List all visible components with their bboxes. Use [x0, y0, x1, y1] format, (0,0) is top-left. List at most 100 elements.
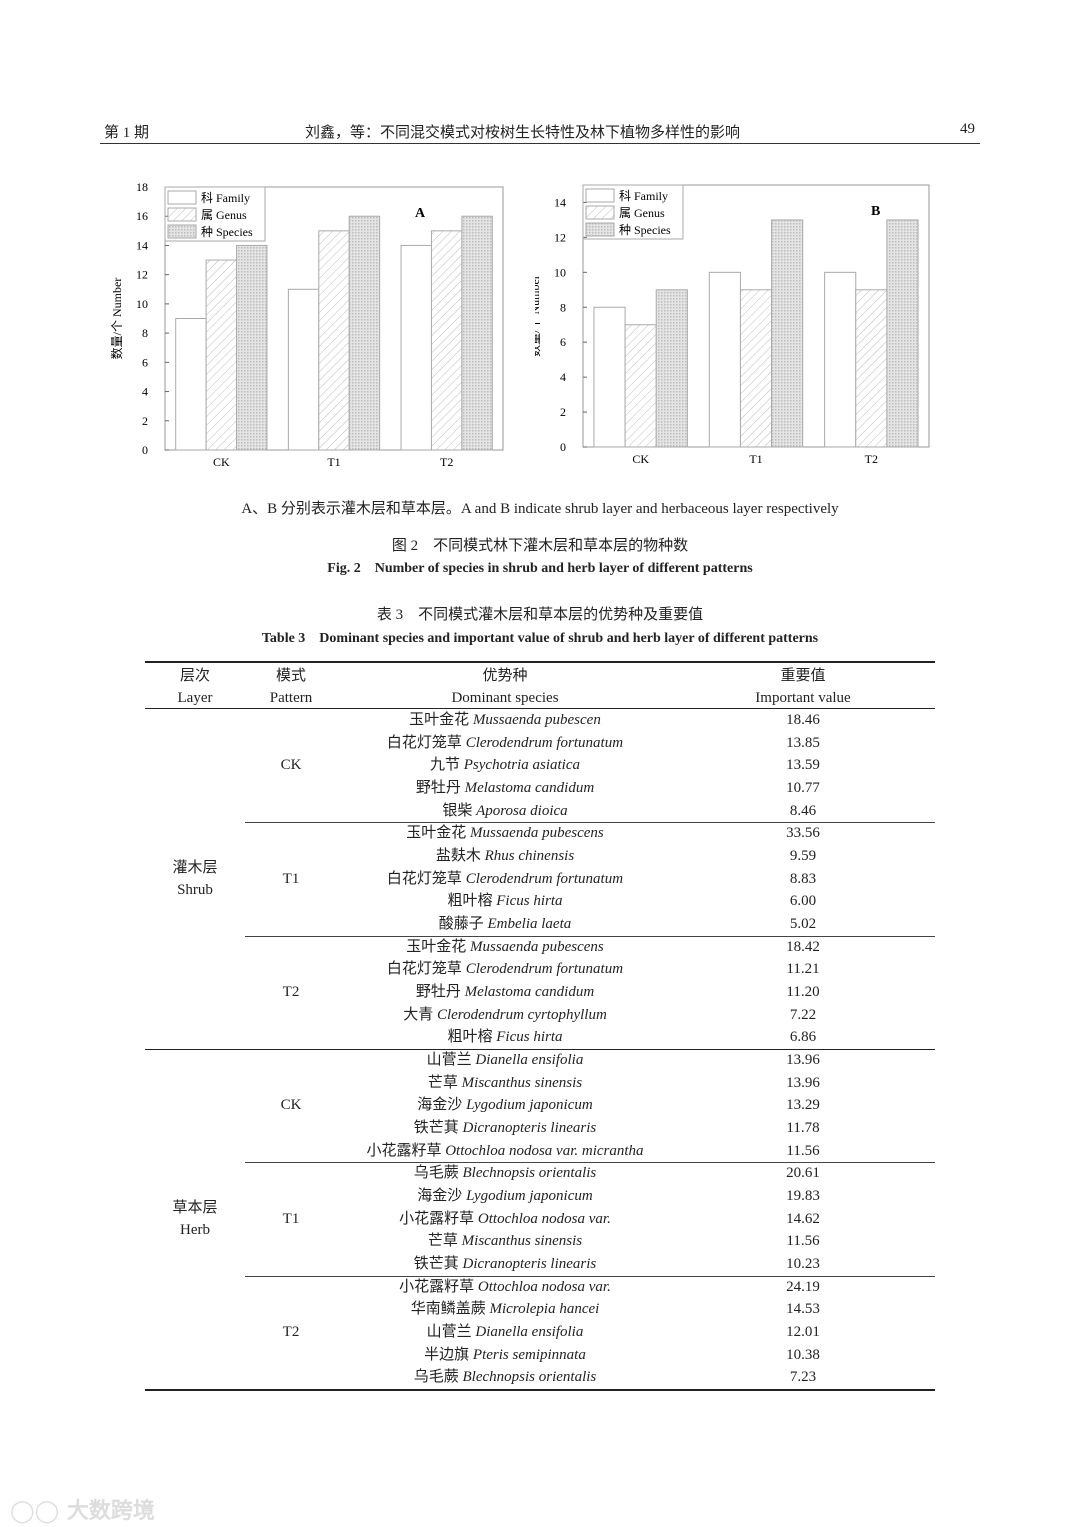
- species-cell: 芒草 Miscanthus sinensis: [428, 1230, 582, 1252]
- legend-label: 科 Family: [619, 189, 668, 203]
- species-latin-name: Clerodendrum fortunatum: [465, 734, 624, 751]
- species-latin-name: Ottochloa nodosa var. micrantha: [445, 1142, 644, 1159]
- species-latin-name: Mussaenda pubescens: [470, 825, 604, 842]
- y-tick-label: 0: [560, 440, 566, 454]
- table-top-rule: [145, 661, 935, 663]
- y-tick-label: 2: [560, 405, 566, 419]
- important-value: 13.29: [786, 1097, 820, 1114]
- pattern-divider: [245, 1162, 935, 1164]
- species-chinese-name: 芒草: [427, 1233, 462, 1250]
- bar-T2-diagonal-hatch: [855, 289, 888, 448]
- bar-CK-blank: [175, 318, 207, 451]
- running-title: 刘鑫，等：不同混交模式对桉树生长特性及林下植物多样性的影响: [305, 125, 741, 141]
- y-tick-label: 16: [136, 209, 148, 223]
- important-value: 13.59: [786, 757, 820, 774]
- species-cell: 银柴 Aporosa dioica: [442, 800, 567, 822]
- species-cell: 山菅兰 Dianella ensifolia: [427, 1049, 584, 1071]
- table-caption-cn: 表 3 不同模式灌木层和草本层的优势种及重要值: [376, 607, 704, 623]
- bar-T1-blank: [708, 271, 741, 448]
- species-cell: 白花灯笼草 Clerodendrum fortunatum: [387, 868, 623, 890]
- important-value: 8.83: [789, 870, 817, 887]
- watermark-logo: ◯◯ 大数跨境: [10, 1499, 155, 1524]
- important-value: 19.83: [786, 1188, 820, 1205]
- pattern-divider: [245, 822, 935, 824]
- y-axis-label: 数量/个 Number: [109, 278, 124, 360]
- species-latin-name: Ottochloa nodosa var.: [477, 1210, 611, 1227]
- species-chinese-name: 粗叶榕: [447, 893, 497, 910]
- species-cell: 白花灯笼草 Clerodendrum fortunatum: [387, 732, 623, 754]
- important-value: 11.56: [786, 1142, 820, 1159]
- y-tick-label: 4: [560, 370, 566, 384]
- species-latin-name: Ficus hirta: [496, 893, 563, 910]
- species-cell: 山菅兰 Dianella ensifolia: [427, 1321, 584, 1343]
- species-chinese-name: 小花露籽草: [399, 1278, 478, 1295]
- header-en: Layer: [177, 690, 213, 706]
- bar-CK-diagonal-hatch: [624, 324, 657, 448]
- species-cell: 九节 Psychotria asiatica: [430, 754, 580, 776]
- pattern-label: CK: [280, 1097, 302, 1114]
- species-cell: 粗叶榕 Ficus hirta: [447, 890, 562, 912]
- species-latin-name: Miscanthus sinensis: [461, 1074, 583, 1091]
- important-value: 10.38: [786, 1346, 820, 1363]
- legend-label: 种 Species: [201, 225, 253, 239]
- header-en: Pattern: [269, 690, 313, 706]
- legend-label: 种 Species: [619, 223, 671, 237]
- header-en: Important value: [755, 690, 851, 706]
- important-value: 11.78: [786, 1120, 820, 1137]
- species-latin-name: Aporosa dioica: [476, 802, 568, 819]
- species-chinese-name: 乌毛蕨: [413, 1165, 463, 1182]
- bar-T1-diagonal-hatch: [739, 289, 773, 448]
- important-value: 13.85: [786, 734, 820, 751]
- legend-swatch: [167, 224, 197, 239]
- pattern-label: T1: [282, 1210, 300, 1227]
- pattern-divider: [245, 935, 935, 937]
- panel-label: B: [871, 204, 880, 219]
- legend-swatch: [585, 205, 615, 220]
- header-cn: 模式: [275, 668, 307, 684]
- species-latin-name: Blechnopsis orientalis: [462, 1369, 597, 1386]
- species-latin-name: Melastoma candidum: [464, 780, 595, 796]
- species-latin-name: Dicranopteris linearis: [462, 1256, 597, 1273]
- species-cell: 粗叶榕 Ficus hirta: [447, 1026, 562, 1048]
- important-value: 12.01: [786, 1324, 820, 1341]
- species-cell: 盐麸木 Rhus chinensis: [436, 845, 574, 867]
- x-tick-label: T1: [327, 455, 340, 469]
- species-cell: 大青 Clerodendrum cyrtophyllum: [403, 1004, 607, 1026]
- y-tick-label: 12: [136, 268, 148, 282]
- header-cn: 重要值: [780, 668, 826, 684]
- species-cell: 小花露籽草 Ottochloa nodosa var.: [399, 1208, 611, 1230]
- bar-CK-diagonal-hatch: [205, 259, 238, 451]
- important-value: 11.21: [786, 961, 820, 978]
- y-tick-label: 2: [142, 414, 148, 428]
- legend-swatch: [167, 207, 197, 222]
- bar-CK-blank: [593, 306, 626, 448]
- layer-divider: [145, 1049, 935, 1051]
- panel-label: A: [415, 206, 426, 221]
- bar-T1-crosshatch: [771, 219, 804, 448]
- important-value: 13.96: [786, 1074, 820, 1091]
- legend-label: 属 Genus: [619, 206, 665, 220]
- species-cell: 玉叶金花 Mussaenda pubescens: [406, 936, 604, 958]
- y-tick-label: 6: [142, 355, 148, 369]
- bar-T1-blank: [287, 288, 320, 451]
- pattern-label: T2: [282, 1324, 300, 1341]
- species-chinese-name: 铁芒萁: [413, 1120, 463, 1137]
- pattern-label: CK: [280, 757, 302, 774]
- figure-caption-en: Fig. 2 Number of species in shrub and he…: [327, 561, 753, 576]
- species-latin-name: Psychotria asiatica: [463, 757, 581, 774]
- species-latin-name: Ficus hirta: [496, 1029, 563, 1046]
- table-header-rule: [145, 708, 935, 709]
- legend-label: 属 Genus: [201, 208, 247, 222]
- bar-T2-diagonal-hatch: [430, 230, 463, 451]
- y-tick-label: 8: [560, 300, 566, 314]
- important-value: 20.61: [786, 1165, 820, 1182]
- species-chinese-name: 白花灯笼草: [386, 961, 466, 978]
- species-latin-name: Clerodendrum cyrtophyllum: [436, 1006, 607, 1023]
- header-en: Dominant species: [451, 690, 559, 706]
- species-cell: 芒草 Miscanthus sinensis: [428, 1072, 582, 1094]
- species-chinese-name: 华南鳞盖蕨: [410, 1301, 490, 1318]
- species-chinese-name: 粗叶榕: [447, 1029, 497, 1046]
- figure-note: A、B 分别表示灌木层和草本层。A and B indicate shrub l…: [241, 501, 839, 517]
- important-value: 11.20: [786, 984, 820, 1001]
- species-latin-name: Lygodium japonicum: [466, 1097, 593, 1114]
